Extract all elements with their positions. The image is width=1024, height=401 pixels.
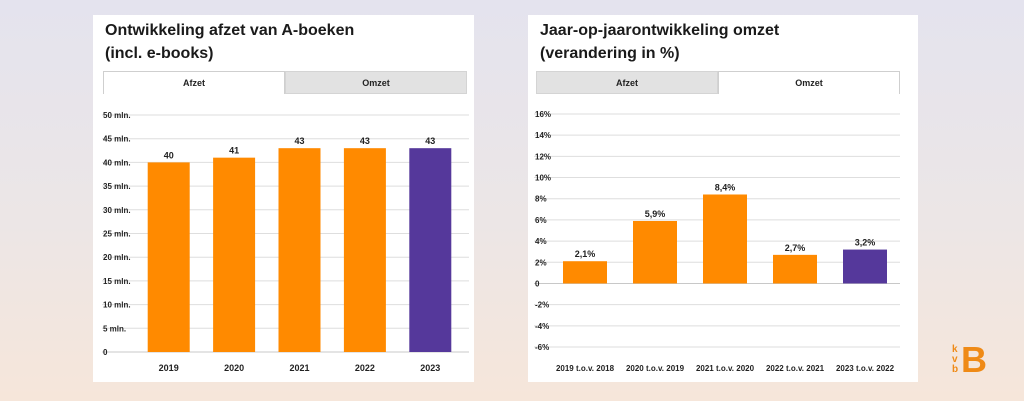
omzet-bar bbox=[633, 220, 677, 284]
omzet-y-tick-label: 0 bbox=[535, 279, 540, 288]
afzet-y-tick-label: 30 mln. bbox=[103, 206, 131, 215]
tab-afzet[interactable]: Afzet bbox=[103, 71, 285, 94]
afzet-bar bbox=[147, 162, 190, 352]
omzet-y-tick-label: 12% bbox=[535, 152, 551, 161]
afzet-bar bbox=[409, 148, 452, 352]
afzet-value-label: 43 bbox=[294, 136, 304, 146]
afzet-title-line1: Ontwikkeling afzet van A-boeken bbox=[105, 22, 355, 39]
omzet-bar bbox=[843, 249, 887, 284]
afzet-y-tick-label: 15 mln. bbox=[103, 277, 131, 286]
omzet-y-tick-label: 2% bbox=[535, 258, 547, 267]
afzet-bar bbox=[278, 148, 321, 352]
omzet-value-label: 2,7% bbox=[785, 243, 806, 253]
omzet-chart-card: Jaar-op-jaarontwikkeling omzet (verander… bbox=[528, 15, 918, 382]
afzet-title-line2: (incl. e-books) bbox=[105, 45, 214, 62]
omzet-y-tick-label: -6% bbox=[535, 343, 549, 352]
omzet-chart-tabs: Afzet Omzet bbox=[536, 71, 900, 94]
afzet-category-label: 2022 bbox=[355, 363, 375, 373]
omzet-category-label: 2023 t.o.v. 2022 bbox=[836, 364, 895, 373]
omzet-chart-title: Jaar-op-jaarontwikkeling omzet (verander… bbox=[540, 19, 779, 65]
omzet-y-tick-label: 4% bbox=[535, 237, 547, 246]
afzet-y-tick-label: 50 mln. bbox=[103, 111, 131, 120]
afzet-category-label: 2021 bbox=[289, 363, 309, 373]
afzet-category-label: 2023 bbox=[420, 363, 440, 373]
omzet-value-label: 8,4% bbox=[715, 182, 736, 192]
omzet-value-label: 5,9% bbox=[645, 209, 666, 219]
kvb-logo-letter: B bbox=[961, 339, 987, 380]
afzet-bar bbox=[343, 148, 386, 352]
afzet-value-label: 40 bbox=[164, 150, 174, 160]
omzet-value-label: 3,2% bbox=[855, 238, 876, 248]
omzet-y-tick-label: -2% bbox=[535, 301, 549, 310]
tab-omzet[interactable]: Omzet bbox=[285, 71, 467, 94]
omzet-bar bbox=[703, 194, 747, 284]
omzet-y-tick-label: 10% bbox=[535, 174, 551, 183]
kvb-logo: kvb B bbox=[952, 341, 992, 381]
afzet-chart-card: Ontwikkeling afzet van A-boeken (incl. e… bbox=[93, 15, 474, 382]
afzet-value-label: 41 bbox=[229, 146, 239, 156]
afzet-category-label: 2019 bbox=[159, 363, 179, 373]
afzet-y-tick-label: 45 mln. bbox=[103, 135, 131, 144]
omzet-title-line2: (verandering in %) bbox=[540, 45, 680, 62]
omzet-title-line1: Jaar-op-jaarontwikkeling omzet bbox=[540, 22, 780, 39]
afzet-chart-tabs: Afzet Omzet bbox=[103, 71, 467, 94]
tab-omzet[interactable]: Omzet bbox=[718, 71, 900, 94]
afzet-bar bbox=[213, 157, 256, 352]
omzet-y-tick-label: 14% bbox=[535, 131, 551, 140]
afzet-chart-title: Ontwikkeling afzet van A-boeken (incl. e… bbox=[105, 19, 354, 65]
afzet-y-tick-label: 25 mln. bbox=[103, 230, 131, 239]
tab-afzet[interactable]: Afzet bbox=[536, 71, 718, 94]
omzet-bar-chart: -6% -4% -2% 0 2% 4% 6% 8% 10% 12% 14% 16% 2,1% 2019 t… bbox=[534, 110, 900, 373]
afzet-y-tick-label: 40 mln. bbox=[103, 158, 131, 167]
omzet-y-tick-label: 8% bbox=[535, 195, 547, 204]
afzet-y-tick-label: 10 mln. bbox=[103, 301, 131, 310]
afzet-y-tick-label: 5 mln. bbox=[103, 324, 126, 333]
afzet-bar-chart: 0 5 mln. 10 mln. 15 mln. 20 mln. 25 mln. 30 ml… bbox=[102, 111, 469, 373]
omzet-y-tick-label: 16% bbox=[535, 110, 551, 119]
omzet-bar bbox=[563, 261, 607, 284]
omzet-category-label: 2019 t.o.v. 2018 bbox=[556, 364, 615, 373]
omzet-y-tick-label: -4% bbox=[535, 322, 549, 331]
omzet-category-label: 2022 t.o.v. 2021 bbox=[766, 364, 825, 373]
afzet-value-label: 43 bbox=[425, 136, 435, 146]
afzet-y-tick-label: 20 mln. bbox=[103, 253, 131, 262]
omzet-bar bbox=[773, 254, 817, 284]
kvb-logo-small: kvb bbox=[952, 344, 959, 375]
omzet-y-tick-label: 6% bbox=[535, 216, 547, 225]
afzet-value-label: 43 bbox=[360, 136, 370, 146]
omzet-value-label: 2,1% bbox=[575, 249, 596, 259]
afzet-category-label: 2020 bbox=[224, 363, 244, 373]
omzet-category-label: 2021 t.o.v. 2020 bbox=[696, 364, 755, 373]
afzet-y-tick-label: 35 mln. bbox=[103, 182, 131, 191]
omzet-category-label: 2020 t.o.v. 2019 bbox=[626, 364, 685, 373]
afzet-y-tick-label: 0 bbox=[103, 348, 108, 357]
